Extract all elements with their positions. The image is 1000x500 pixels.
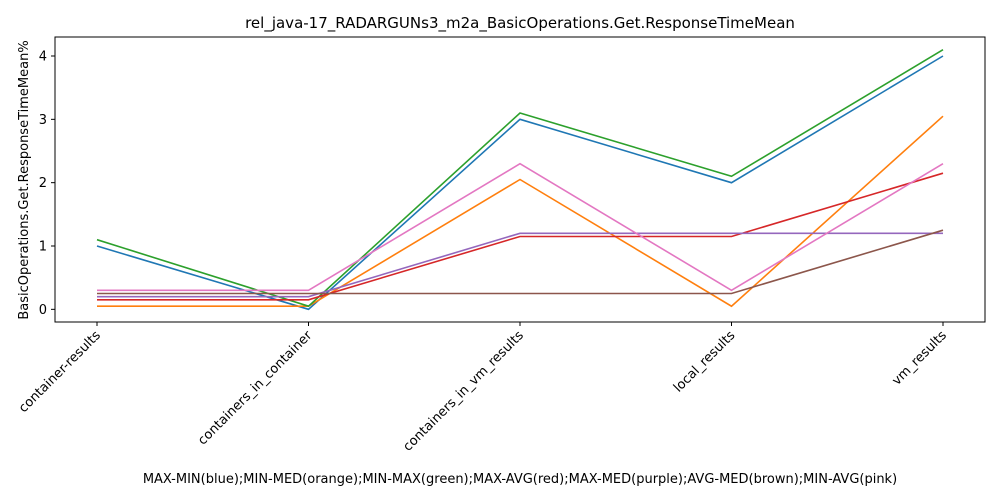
chart-title: rel_java-17_RADARGUNs3_m2a_BasicOperatio…	[245, 14, 795, 33]
y-tick-label: 4	[39, 50, 47, 65]
y-axis-label: BasicOperations.Get.ResponseTimeMean%	[17, 40, 32, 319]
y-tick-label: 2	[39, 176, 47, 191]
series-line-5	[97, 232, 943, 298]
series-line-7	[97, 162, 944, 292]
series-line-4	[97, 172, 944, 301]
series-line-2	[97, 115, 944, 308]
y-axis: 0 1 2 3 4	[39, 50, 55, 318]
series-line-1	[96, 55, 944, 311]
series-line-3	[96, 49, 944, 308]
y-tick-label: 1	[39, 240, 47, 255]
plot-area	[96, 49, 944, 311]
y-tick-label: 0	[39, 303, 47, 318]
x-axis-label: MAX-MIN(blue);MIN-MED(orange);MIN-MAX(gr…	[143, 472, 897, 487]
y-tick-label: 3	[39, 113, 47, 128]
series-line-6	[97, 229, 944, 295]
